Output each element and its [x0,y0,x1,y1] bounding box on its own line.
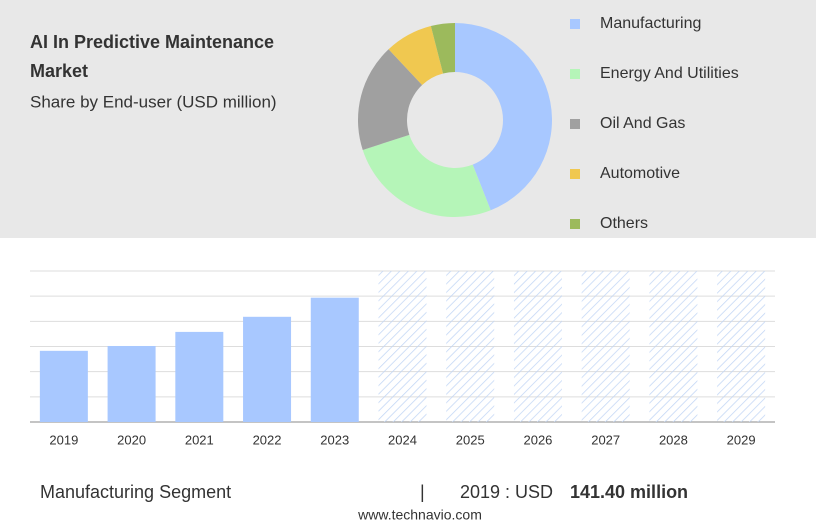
legend-label: Manufacturing [600,15,701,32]
chart-title: AI In Predictive Maintenance Market [30,32,274,81]
legend: Manufacturing Energy And Utilities Oil And… [570,15,739,232]
legend-label: Energy And Utilities [600,65,739,82]
website: www.technavio.com [357,507,482,523]
x-tick-label: 2023 [320,432,349,447]
legend-label: Others [600,215,648,232]
highlight-value: 141.40 million [570,482,688,502]
bar [39,350,88,422]
bar [243,316,292,422]
legend-swatch [570,119,580,129]
legend-swatch [570,169,580,179]
x-tick-label: 2027 [591,432,620,447]
legend-swatch [570,219,580,229]
legend-label: Automotive [600,165,680,182]
donut-slice [430,23,455,74]
chart-subtitle: Share by End-user (USD million) [30,92,277,111]
x-tick-label: 2019 [49,432,78,447]
x-tick-label: 2022 [253,432,282,447]
x-tick-label: 2024 [388,432,417,447]
x-tick-label: 2020 [117,432,146,447]
forecast-placeholder [581,271,630,422]
x-tick-label: 2026 [523,432,552,447]
year-label: 2019 : USD [460,482,553,502]
forecast-placeholder [649,271,698,422]
x-tick-label: 2021 [185,432,214,447]
legend-swatch [570,19,580,29]
forecast-placeholder [446,271,495,422]
legend-label: Oil And Gas [600,115,685,132]
separator: | [420,482,425,502]
bar [107,345,156,422]
bar [310,297,359,422]
forecast-placeholder [378,271,427,422]
donut-slice [455,23,552,211]
donut-slice [357,49,423,150]
x-tick-label: 2029 [727,432,756,447]
forecast-placeholder [513,271,562,422]
x-tick-label: 2025 [456,432,485,447]
legend-swatch [570,69,580,79]
bar [175,331,224,422]
segment-label: Manufacturing Segment [40,482,231,502]
forecast-placeholder [717,271,766,422]
donut-slice [362,134,491,218]
bar-chart: 2019 2020 2021 2022 2023 2024 2025 2026 2027 2028… [30,270,775,447]
x-tick-label: 2028 [659,432,688,447]
donut-slice [388,26,444,86]
donut-chart [357,23,552,218]
